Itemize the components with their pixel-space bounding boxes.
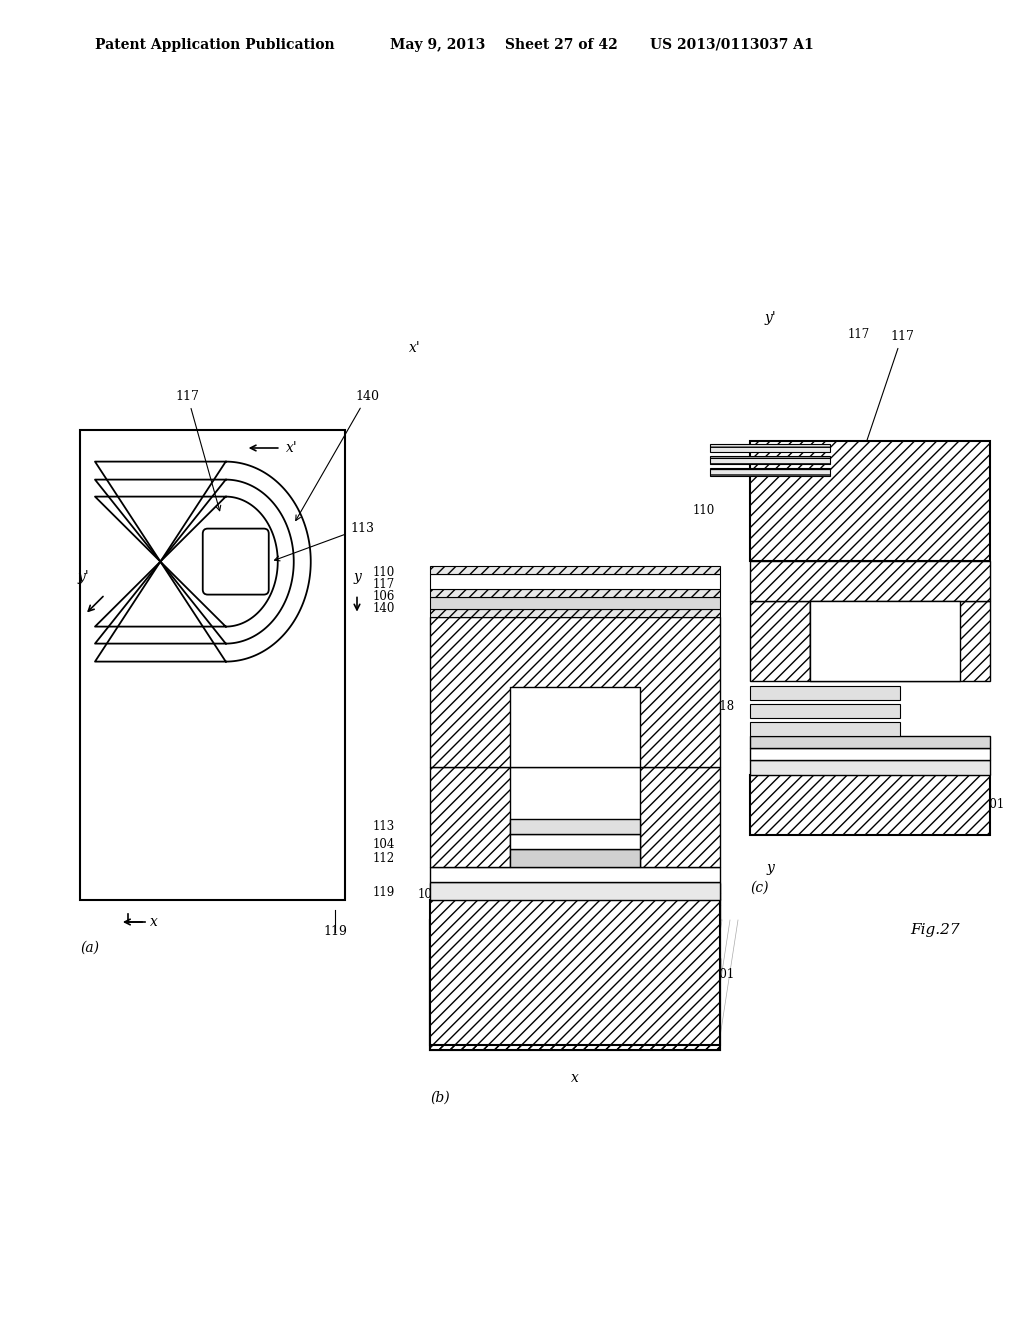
Bar <box>430 867 720 882</box>
Text: 101: 101 <box>983 799 1005 812</box>
Bar <box>430 920 720 1049</box>
Bar <box>430 609 720 616</box>
Text: y': y' <box>77 570 89 585</box>
Bar <box>430 767 510 867</box>
Bar <box>750 704 900 718</box>
Bar <box>430 958 720 970</box>
Bar <box>430 920 720 1049</box>
Bar <box>750 748 990 760</box>
Bar <box>430 900 720 1045</box>
Bar <box>430 883 720 894</box>
Text: x': x' <box>286 441 298 455</box>
Text: x: x <box>150 915 158 929</box>
Bar <box>810 601 990 681</box>
Text: y: y <box>353 570 360 585</box>
Text: 106: 106 <box>373 590 395 603</box>
Bar <box>750 722 900 737</box>
Bar <box>750 737 990 748</box>
Text: Patent Application Publication: Patent Application Publication <box>95 38 335 51</box>
Text: 140: 140 <box>373 602 395 615</box>
Bar <box>710 469 830 477</box>
Text: 106: 106 <box>692 639 715 652</box>
Bar <box>80 430 345 900</box>
Text: (a): (a) <box>80 941 99 954</box>
Text: y: y <box>766 861 774 875</box>
Text: 112: 112 <box>373 853 395 866</box>
Text: y': y' <box>764 312 776 325</box>
Text: 103: 103 <box>692 763 715 776</box>
Text: Sheet 27 of 42: Sheet 27 of 42 <box>505 38 617 51</box>
Bar <box>430 574 720 589</box>
Bar <box>710 455 830 465</box>
Bar <box>510 686 640 767</box>
Text: 118: 118 <box>713 701 735 714</box>
Text: 112: 112 <box>693 737 715 750</box>
Text: 117: 117 <box>373 578 395 591</box>
Bar <box>510 834 640 849</box>
Bar <box>430 970 720 1049</box>
Bar <box>750 686 900 700</box>
Bar <box>510 818 640 834</box>
Text: 117: 117 <box>176 389 221 511</box>
Text: 103: 103 <box>418 888 440 902</box>
Text: x: x <box>571 1071 579 1085</box>
Bar <box>510 849 640 867</box>
FancyBboxPatch shape <box>203 528 268 594</box>
Text: 110: 110 <box>373 565 395 578</box>
Bar <box>810 601 961 681</box>
Bar <box>430 906 720 920</box>
Bar <box>750 775 990 836</box>
Bar <box>750 441 990 561</box>
Text: 117: 117 <box>860 330 913 457</box>
Text: 104: 104 <box>373 838 395 851</box>
Bar <box>750 601 810 681</box>
Bar <box>430 616 720 767</box>
Text: (c): (c) <box>750 880 768 895</box>
Text: 110: 110 <box>693 504 715 517</box>
Bar <box>430 894 720 906</box>
Bar <box>430 597 720 609</box>
Bar <box>640 767 720 867</box>
Text: (b): (b) <box>430 1092 450 1105</box>
Bar <box>710 444 830 451</box>
Text: 117: 117 <box>848 329 870 342</box>
Text: 101: 101 <box>713 969 735 982</box>
Bar <box>430 566 720 574</box>
Text: 119: 119 <box>323 925 347 939</box>
Text: x': x' <box>410 341 421 355</box>
Text: 104: 104 <box>692 725 715 738</box>
Text: 140: 140 <box>296 389 379 520</box>
Text: Fig.27: Fig.27 <box>910 923 961 937</box>
Bar <box>430 589 720 597</box>
Text: May 9, 2013: May 9, 2013 <box>390 38 485 51</box>
Text: US 2013/0113037 A1: US 2013/0113037 A1 <box>650 38 814 51</box>
Bar <box>750 760 990 775</box>
Text: 113: 113 <box>373 821 395 833</box>
Text: 113: 113 <box>274 521 374 561</box>
Text: 113: 113 <box>693 655 715 668</box>
Text: 119: 119 <box>373 886 395 899</box>
Bar <box>510 686 640 767</box>
Bar <box>750 561 990 601</box>
Bar <box>430 882 720 900</box>
